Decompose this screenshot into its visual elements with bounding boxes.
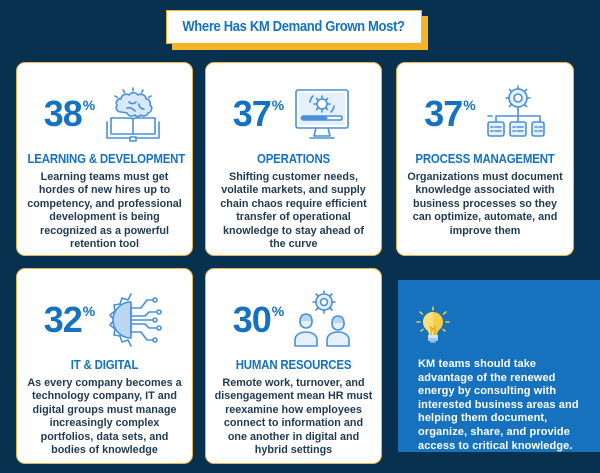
category-description: Shifting customer needs, volatile market… xyxy=(220,171,367,251)
tip-text: KM teams should take advantage of the re… xyxy=(418,358,579,452)
title-box: Where Has KM Demand Grown Most? xyxy=(166,10,422,44)
category-description: As every company becomes a technology co… xyxy=(27,377,182,457)
category-description: Learning teams must get hordes of new hi… xyxy=(27,171,182,251)
card-operations: 37% OPERATIONS Shifting customer needs, … xyxy=(205,62,382,256)
card-process-management: 37% PROCESS MANAGEMENT Organizations mus… xyxy=(396,62,574,256)
title-banner: Where Has KM Demand Grown Most? xyxy=(166,10,428,50)
gear-circuit-icon xyxy=(109,293,163,347)
card-learning-development: 38% LEARNING & DEVELOPMENT Learning team… xyxy=(16,62,193,256)
gear-process-flow-icon xyxy=(486,85,545,137)
percent-value: 32% xyxy=(43,299,96,340)
card-human-resources: 30% HUMAN RESOURCES Remote work, turnove… xyxy=(205,268,382,464)
people-gear-icon xyxy=(294,290,351,347)
percent-value: 30% xyxy=(232,299,285,340)
page-title: Where Has KM Demand Grown Most? xyxy=(182,19,406,35)
percent-value: 37% xyxy=(232,93,285,134)
lightbulb-icon xyxy=(416,306,450,343)
brain-book-icon xyxy=(106,87,161,142)
category-label: PROCESS MANAGEMENT xyxy=(415,151,555,166)
category-label: HUMAN RESOURCES xyxy=(235,357,352,372)
percent-value: 37% xyxy=(424,93,476,134)
card-it-digital: 32% IT & DIGITAL As every company become… xyxy=(16,268,193,464)
percent-value: 38% xyxy=(43,93,96,134)
category-label: IT & DIGITAL xyxy=(70,357,139,372)
category-label: OPERATIONS xyxy=(256,151,331,166)
category-label: LEARNING & DEVELOPMENT xyxy=(27,151,186,166)
category-description: Organizations must document knowledge as… xyxy=(407,171,563,237)
category-description: Remote work, turnover, and disengagement… xyxy=(214,377,373,457)
monitor-gear-icon xyxy=(295,89,350,139)
tip-callout: KM teams should take advantage of the re… xyxy=(398,280,600,452)
